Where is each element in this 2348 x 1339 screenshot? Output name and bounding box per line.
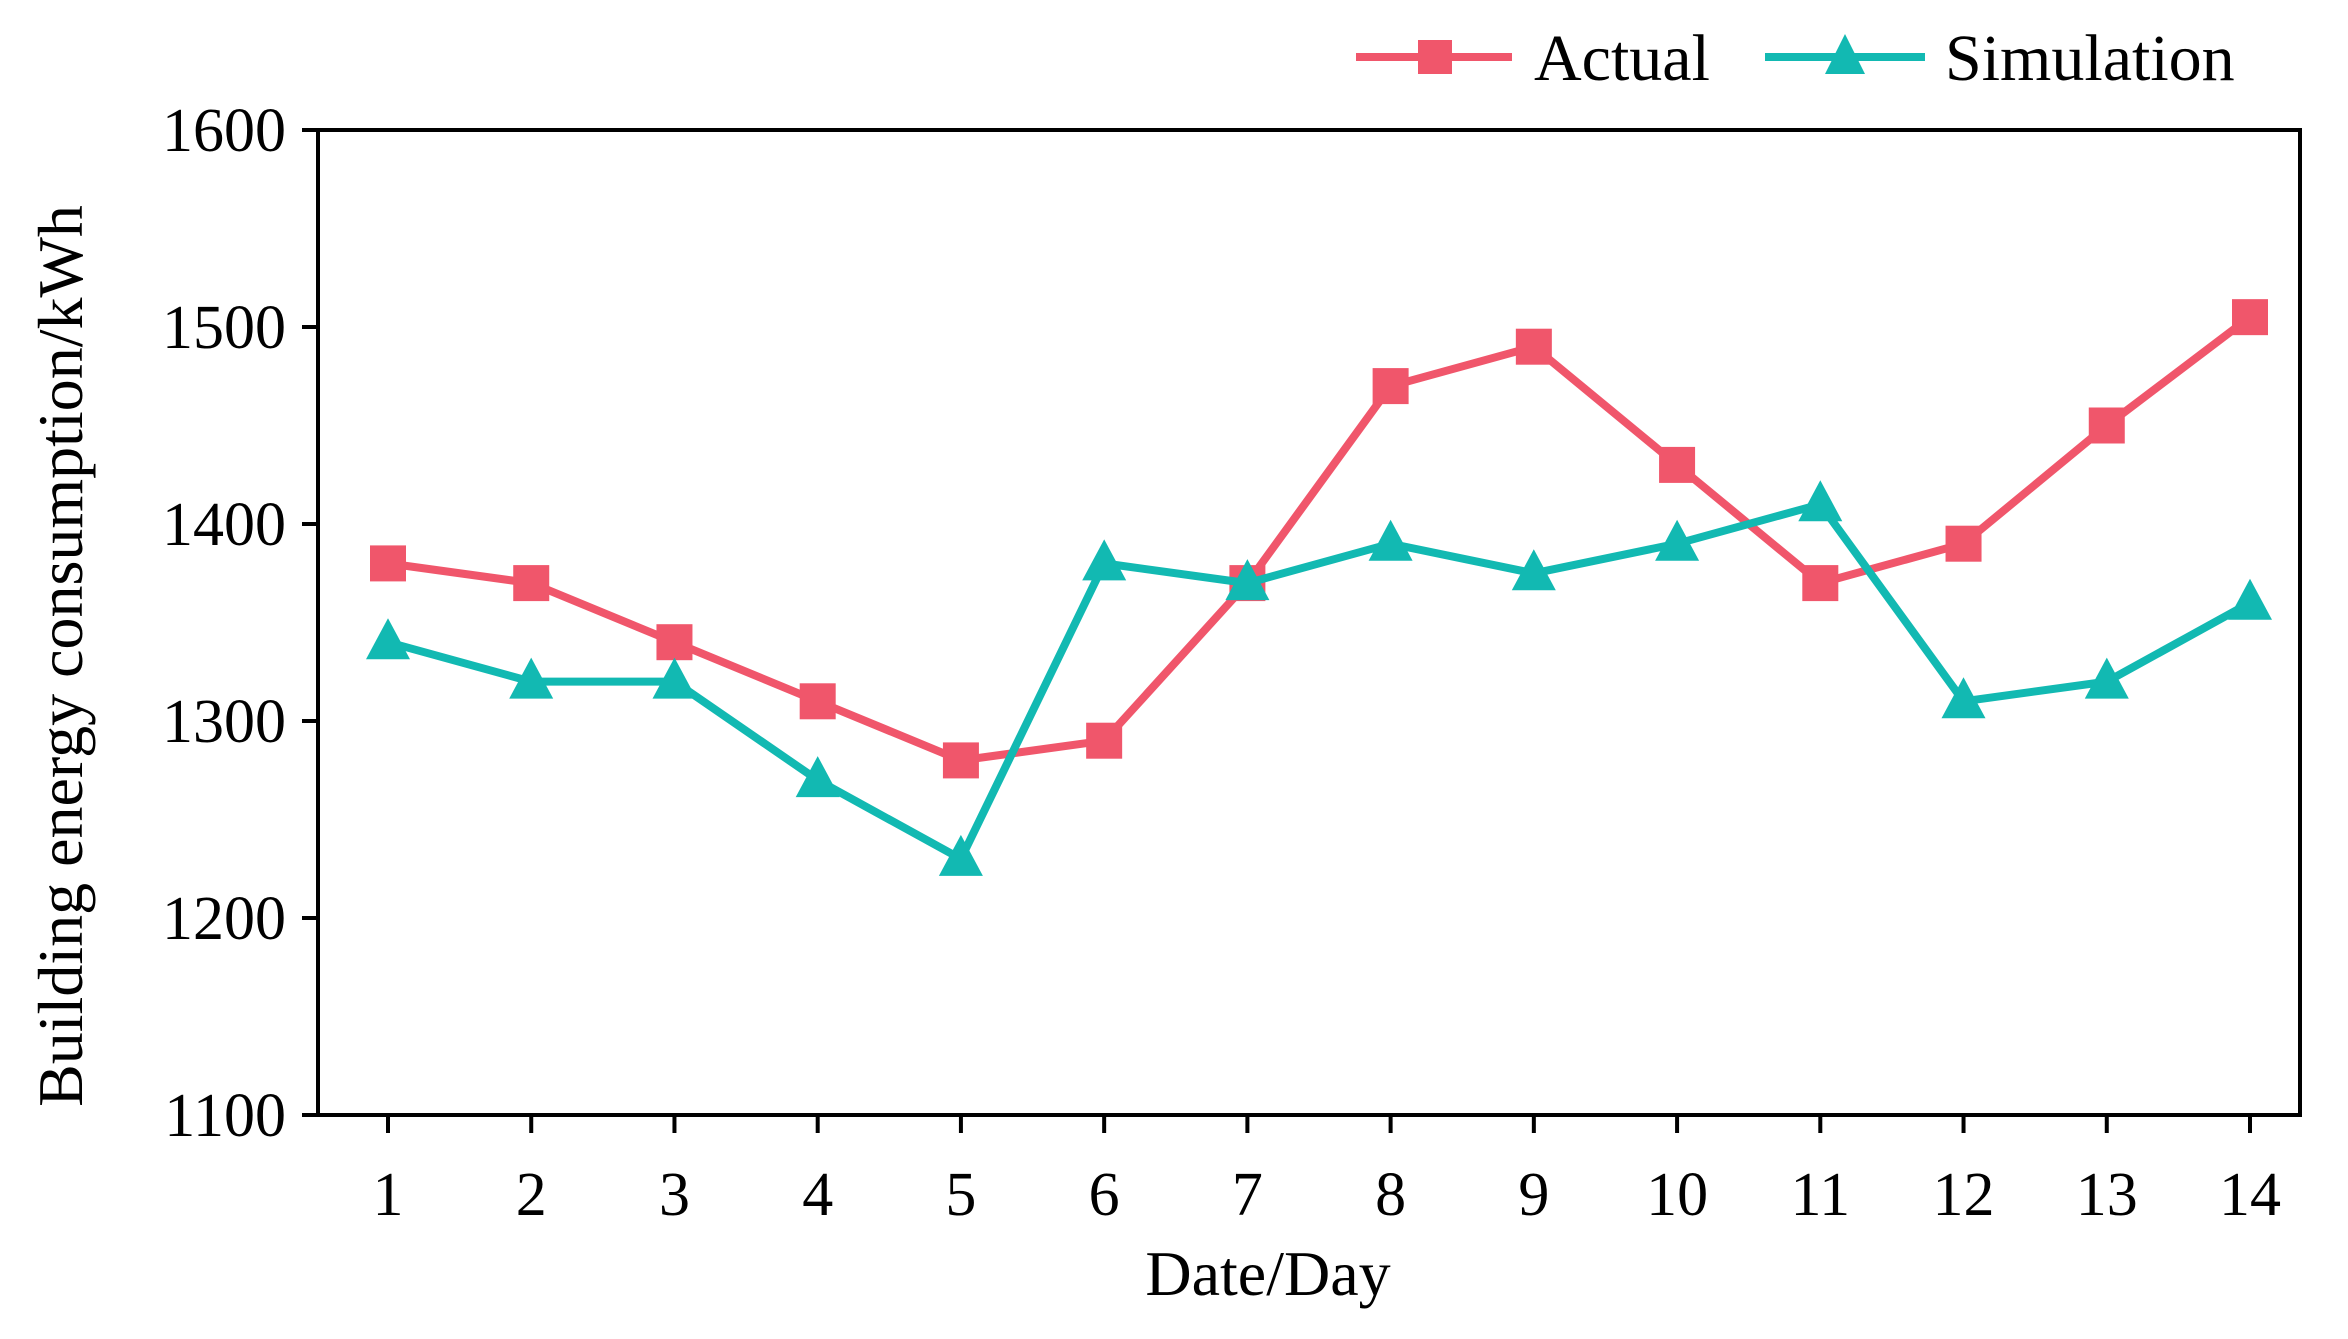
data-point-actual-4: [799, 683, 836, 720]
x-tick-label-4: 4: [802, 1161, 833, 1229]
data-point-simulation-9: [1511, 549, 1556, 591]
y-tick-label-1100: 1100: [164, 1082, 286, 1150]
data-point-actual-6: [1086, 722, 1123, 759]
data-point-simulation-11: [1798, 480, 1843, 522]
x-tick-label-3: 3: [659, 1161, 690, 1229]
data-point-actual-10: [1659, 446, 1696, 483]
x-tick-label-5: 5: [945, 1161, 976, 1229]
y-axis-title: Building energy consumption/kWh: [25, 205, 96, 1107]
plot-area-frame: [316, 128, 2302, 1117]
legend-item-simulation: Simulation: [1765, 22, 2235, 95]
data-point-simulation-4: [795, 756, 840, 798]
y-tick-label-1400: 1400: [162, 491, 286, 559]
data-point-actual-13: [2088, 407, 2125, 444]
x-tick-label-10: 10: [1646, 1161, 1708, 1229]
legend: Actual Simulation: [1356, 22, 2235, 95]
x-tick-label-12: 12: [1933, 1161, 1995, 1229]
data-point-simulation-12: [1941, 677, 1986, 719]
series-layer: [366, 299, 2272, 876]
x-tick-label-7: 7: [1232, 1161, 1263, 1229]
data-point-simulation-1: [366, 618, 410, 660]
legend-marker-actual: [1418, 40, 1452, 74]
data-point-simulation-10: [1655, 519, 1700, 561]
x-tick-label-11: 11: [1790, 1161, 1850, 1229]
data-point-simulation-7: [1225, 559, 1270, 601]
data-point-actual-14: [2232, 299, 2268, 336]
legend-label-simulation: Simulation: [1945, 22, 2235, 95]
data-point-simulation-14: [2228, 578, 2272, 620]
x-tick-label-13: 13: [2076, 1161, 2138, 1229]
legend-item-actual: Actual: [1356, 22, 1710, 95]
data-point-actual-1: [370, 545, 406, 582]
y-tick-label-1600: 1600: [162, 97, 286, 165]
x-tick-label-6: 6: [1089, 1161, 1120, 1229]
y-tick-label-1500: 1500: [162, 294, 286, 362]
x-tick-label-1: 1: [373, 1161, 404, 1229]
data-point-actual-9: [1515, 328, 1552, 365]
y-tick-label-1200: 1200: [162, 885, 286, 953]
data-point-simulation-2: [509, 657, 554, 699]
data-point-actual-8: [1372, 368, 1409, 405]
legend-marker-simulation: [1825, 34, 1865, 74]
data-point-simulation-13: [2084, 657, 2129, 699]
x-tick-label-9: 9: [1518, 1161, 1549, 1229]
x-tick-label-2: 2: [516, 1161, 547, 1229]
data-point-actual-12: [1945, 525, 1982, 562]
data-point-simulation-8: [1368, 519, 1413, 561]
data-point-actual-5: [942, 742, 979, 779]
x-tick-label-14: 14: [2219, 1161, 2281, 1229]
axis-ticks: [302, 128, 2252, 1133]
series-line-simulation: [384, 500, 2254, 863]
data-point-actual-11: [1802, 565, 1839, 602]
y-tick-label-1300: 1300: [162, 688, 286, 756]
data-point-actual-2: [513, 565, 550, 602]
x-tick-label-8: 8: [1375, 1161, 1406, 1229]
data-point-simulation-5: [938, 834, 983, 876]
data-point-actual-3: [656, 624, 693, 661]
data-point-simulation-3: [652, 657, 697, 699]
series-line-actual: [384, 313, 2254, 765]
x-axis-title: Date/Day: [1145, 1238, 1390, 1309]
legend-label-actual: Actual: [1534, 22, 1710, 95]
data-point-simulation-6: [1082, 539, 1127, 581]
